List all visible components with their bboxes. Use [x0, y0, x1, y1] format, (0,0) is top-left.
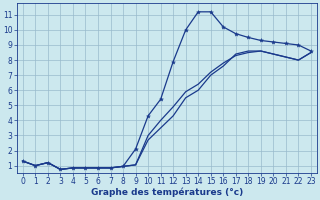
- X-axis label: Graphe des températures (°c): Graphe des températures (°c): [91, 188, 243, 197]
